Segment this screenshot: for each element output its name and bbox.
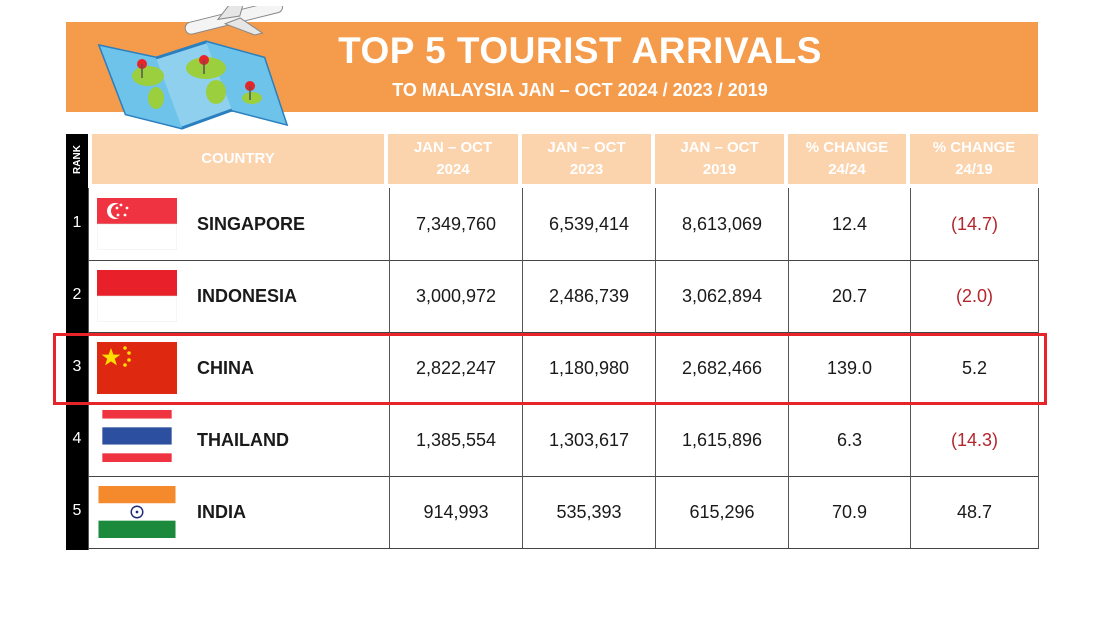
change-24-19: 5.2 <box>911 332 1039 404</box>
column-header-2024: JAN – OCT 2024 <box>388 134 518 184</box>
china-flag-icon <box>97 342 177 394</box>
table-row: THAILAND 1,385,554 1,303,617 1,615,896 6… <box>89 404 1039 477</box>
change-24-19: (14.7) <box>911 188 1039 260</box>
change-24-19: 48.7 <box>911 476 1039 548</box>
country-name: THAILAND <box>197 429 289 450</box>
country-name: INDIA <box>197 501 246 522</box>
arrivals-2023: 1,180,980 <box>523 332 656 404</box>
change-24-24: 70.9 <box>789 476 911 548</box>
change-24-19: (14.3) <box>911 404 1039 476</box>
arrivals-2024: 7,349,760 <box>389 188 523 260</box>
column-header-change-24-19: % CHANGE 24/19 <box>910 134 1038 184</box>
world-map-airplane-icon <box>97 6 289 130</box>
arrivals-2019: 1,615,896 <box>656 404 789 476</box>
arrivals-2023: 6,539,414 <box>523 188 656 260</box>
column-header-change-24-24: % CHANGE 24/24 <box>788 134 906 184</box>
rank-number: 4 <box>72 430 82 447</box>
thailand-flag-icon <box>102 410 172 462</box>
arrivals-2024: 2,822,247 <box>389 332 523 404</box>
arrivals-2024: 1,385,554 <box>389 404 523 476</box>
indonesia-flag-icon <box>97 270 177 322</box>
table-row: CHINA 2,822,247 1,180,980 2,682,466 139.… <box>89 332 1039 405</box>
table-header: COUNTRY JAN – OCT 2024 JAN – OCT 2023 JAN … <box>92 134 1038 184</box>
table-row: INDONESIA 3,000,972 2,486,739 3,062,894 … <box>89 260 1039 333</box>
table-row: SINGAPORE 7,349,760 6,539,414 8,613,069 … <box>89 188 1039 261</box>
arrivals-2019: 2,682,466 <box>656 332 789 404</box>
change-24-24: 20.7 <box>789 260 911 332</box>
page-subtitle: TO MALAYSIA JAN – OCT 2024 / 2023 / 2019 <box>392 80 768 100</box>
table-row: INDIA 914,993 535,393 615,296 70.9 48.7 <box>89 476 1039 549</box>
arrivals-2019: 8,613,069 <box>656 188 789 260</box>
page-title: TOP 5 TOURIST ARRIVALS <box>338 30 822 71</box>
country-name: SINGAPORE <box>197 213 306 234</box>
column-header-country: COUNTRY <box>92 134 384 184</box>
column-header-2019: JAN – OCT 2019 <box>655 134 784 184</box>
country-name: INDONESIA <box>197 285 298 306</box>
arrivals-2023: 2,486,739 <box>523 260 656 332</box>
country-name: CHINA <box>197 357 254 378</box>
rank-number: 1 <box>72 214 82 231</box>
arrivals-2024: 3,000,972 <box>389 260 523 332</box>
rank-number: 5 <box>72 502 82 519</box>
change-24-24: 139.0 <box>789 332 911 404</box>
india-flag-icon <box>98 486 176 538</box>
change-24-24: 6.3 <box>789 404 911 476</box>
arrivals-2019: 3,062,894 <box>656 260 789 332</box>
arrivals-2024: 914,993 <box>389 476 523 548</box>
table-body: SINGAPORE 7,349,760 6,539,414 8,613,069 … <box>88 188 1039 550</box>
rank-number: 2 <box>72 286 82 303</box>
arrivals-2023: 1,303,617 <box>523 404 656 476</box>
change-24-24: 12.4 <box>789 188 911 260</box>
column-header-2023: JAN – OCT 2023 <box>522 134 651 184</box>
arrivals-2023: 535,393 <box>523 476 656 548</box>
rank-number: 3 <box>72 358 82 375</box>
change-24-19: (2.0) <box>911 260 1039 332</box>
rank-header: RANK <box>71 144 83 174</box>
rank-column <box>66 134 88 550</box>
china-row-highlight <box>53 333 1047 405</box>
singapore-flag-icon <box>97 198 177 250</box>
arrivals-2019: 615,296 <box>656 476 789 548</box>
